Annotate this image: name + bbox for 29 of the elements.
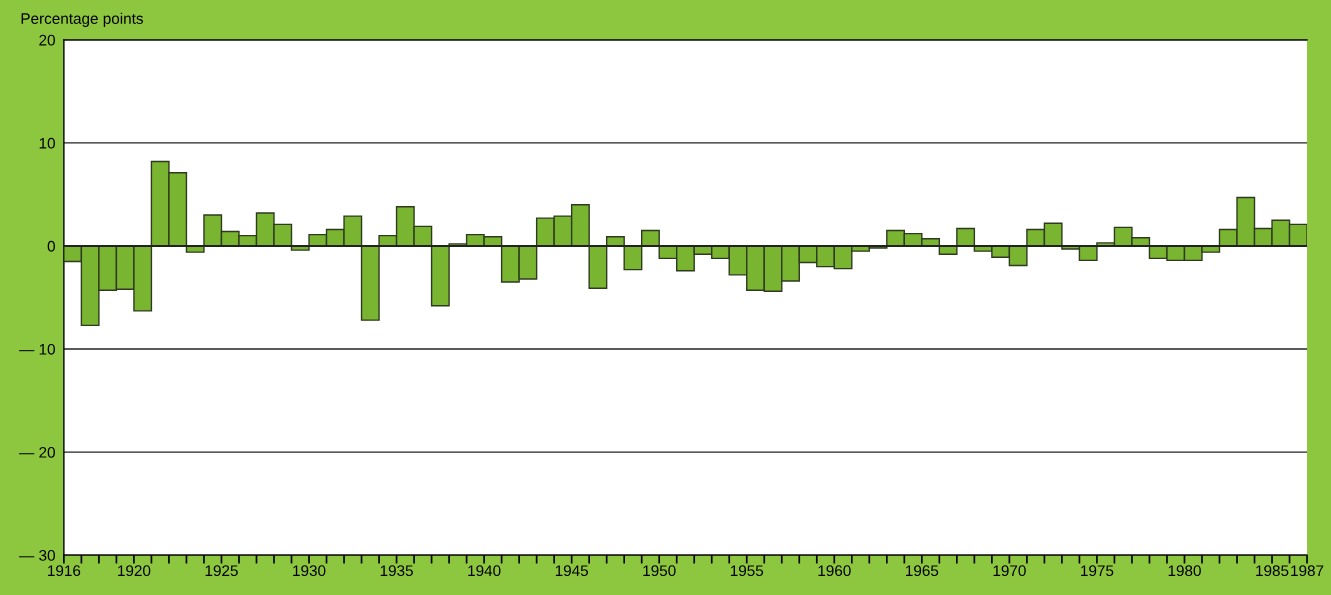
bar xyxy=(588,245,608,289)
bar xyxy=(956,227,976,247)
y-tick-label: — 20 xyxy=(19,446,55,458)
x-tick-label: 1985 xyxy=(1256,565,1289,577)
x-tick-label: 1980 xyxy=(1168,565,1201,577)
y-axis-title: Percentage points xyxy=(21,12,143,27)
x-tick-label: 1945 xyxy=(555,565,589,577)
y-tick-label: — 30 xyxy=(19,550,55,561)
x-tick-label: 1955 xyxy=(730,565,764,577)
y-tick-label: 20 xyxy=(39,34,55,46)
bar xyxy=(623,245,643,271)
bar xyxy=(640,229,660,247)
bar xyxy=(430,245,450,307)
y-tick-label: — 10 xyxy=(19,343,55,355)
x-tick-label: 1930 xyxy=(293,565,326,577)
y-tick-label: 0 xyxy=(47,240,55,252)
bar xyxy=(360,245,380,321)
x-tick-label: 1916 xyxy=(48,565,81,577)
x-tick-label: 1960 xyxy=(818,565,851,577)
y-tick-label: 10 xyxy=(39,137,55,149)
x-tick-label: 1975 xyxy=(1081,565,1114,577)
x-tick-label: 1940 xyxy=(468,565,501,577)
x-tick-label: 1970 xyxy=(993,565,1026,577)
x-tick-label: 1935 xyxy=(380,565,413,577)
x-tick-label: 1950 xyxy=(643,565,676,577)
x-tick-label: 1965 xyxy=(906,565,939,577)
x-tick-label: 1925 xyxy=(205,565,238,577)
x-tick-label: 1987 xyxy=(1291,565,1324,577)
x-tick-label: 1920 xyxy=(118,565,151,577)
